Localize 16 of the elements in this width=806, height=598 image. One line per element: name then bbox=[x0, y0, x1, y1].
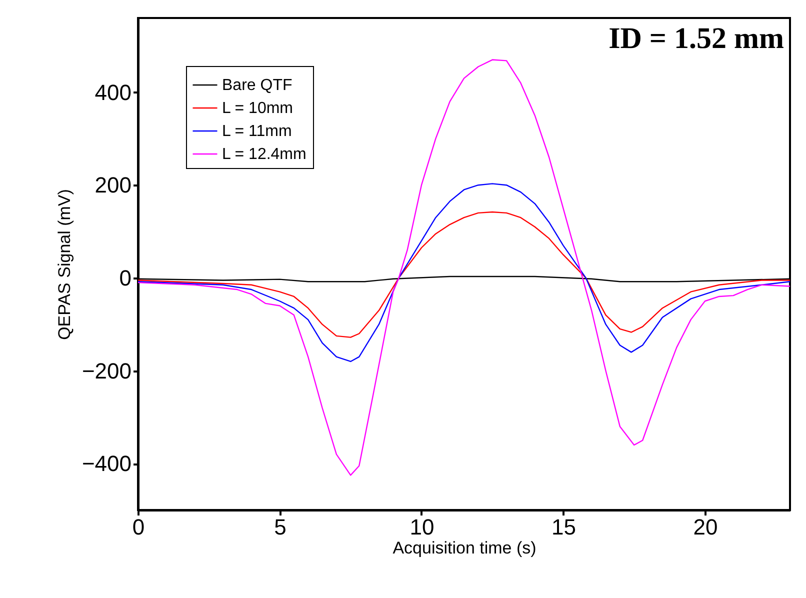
y-tick-label: 200 bbox=[94, 172, 132, 198]
x-tick-label: 15 bbox=[551, 514, 576, 540]
y-tick-label: −200 bbox=[82, 358, 132, 384]
y-tick-label: 0 bbox=[119, 265, 132, 290]
y-tick-label: −400 bbox=[82, 451, 132, 476]
legend-label: Bare QTF bbox=[222, 77, 292, 94]
legend-label: L = 10mm bbox=[222, 100, 293, 117]
legend-label: L = 11mm bbox=[222, 123, 292, 140]
y-axis-title: QEPAS Signal (mV) bbox=[54, 189, 74, 340]
legend-label: L = 12.4mm bbox=[222, 146, 306, 163]
x-tick-label: 5 bbox=[274, 514, 286, 540]
x-tick-label: 10 bbox=[410, 514, 434, 540]
x-tick-label: 20 bbox=[693, 514, 718, 540]
x-axis-title: Acquisition time (s) bbox=[392, 538, 536, 558]
annotation: ID = 1.52 mm bbox=[608, 22, 784, 55]
y-tick-label: 400 bbox=[94, 80, 132, 105]
